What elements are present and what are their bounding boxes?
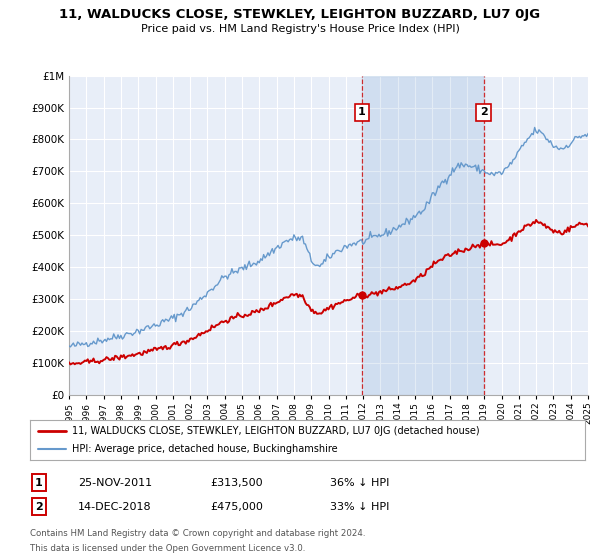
Text: 11, WALDUCKS CLOSE, STEWKLEY, LEIGHTON BUZZARD, LU7 0JG: 11, WALDUCKS CLOSE, STEWKLEY, LEIGHTON B… [59, 8, 541, 21]
Text: £475,000: £475,000 [210, 502, 263, 512]
Text: 2: 2 [35, 502, 43, 512]
Text: HPI: Average price, detached house, Buckinghamshire: HPI: Average price, detached house, Buck… [71, 444, 337, 454]
Text: 25-NOV-2011: 25-NOV-2011 [78, 478, 152, 488]
Text: 1: 1 [358, 108, 365, 117]
Text: 33% ↓ HPI: 33% ↓ HPI [330, 502, 389, 512]
Text: 1: 1 [35, 478, 43, 488]
Text: 36% ↓ HPI: 36% ↓ HPI [330, 478, 389, 488]
Text: This data is licensed under the Open Government Licence v3.0.: This data is licensed under the Open Gov… [30, 544, 305, 553]
Text: £313,500: £313,500 [210, 478, 263, 488]
Text: 14-DEC-2018: 14-DEC-2018 [78, 502, 152, 512]
Text: 2: 2 [479, 108, 487, 117]
Text: Price paid vs. HM Land Registry's House Price Index (HPI): Price paid vs. HM Land Registry's House … [140, 24, 460, 34]
Bar [362, 76, 484, 395]
Text: Contains HM Land Registry data © Crown copyright and database right 2024.: Contains HM Land Registry data © Crown c… [30, 529, 365, 538]
Text: 11, WALDUCKS CLOSE, STEWKLEY, LEIGHTON BUZZARD, LU7 0JG (detached house): 11, WALDUCKS CLOSE, STEWKLEY, LEIGHTON B… [71, 426, 479, 436]
